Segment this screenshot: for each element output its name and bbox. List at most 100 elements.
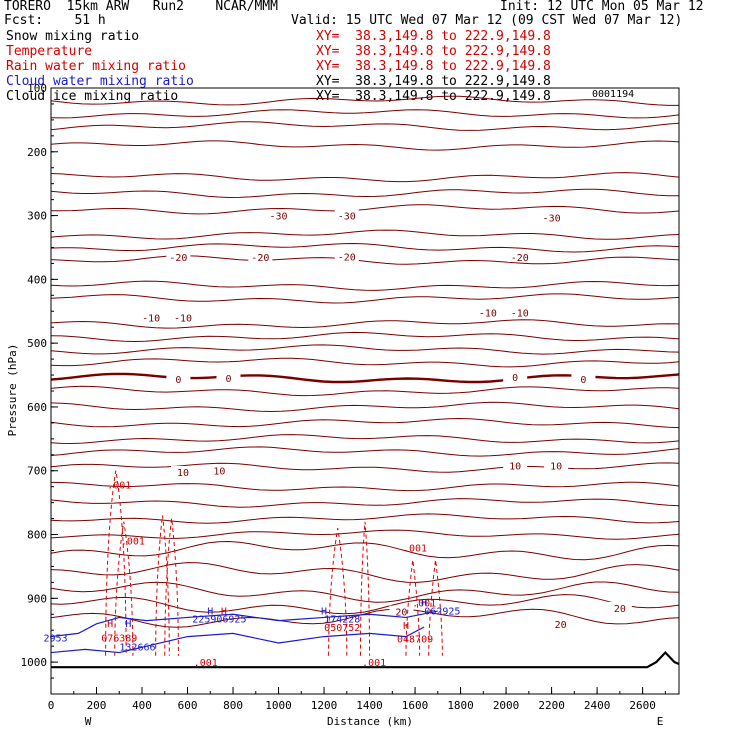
rain-label: 048709 [397, 634, 433, 645]
legend-temperature: Temperature [6, 44, 93, 59]
rain-label: .001 [107, 481, 131, 492]
cloud-water-label: 225906925 [192, 615, 246, 626]
rain-contour [164, 518, 179, 656]
isotherm-label: 0 [225, 374, 231, 385]
isotherm-label: 10 [550, 462, 562, 473]
legend-cloud-ice-xy: XY= 38.3,149.8 to 222.9,149.8 [316, 89, 551, 104]
isotherm-label: -30 [543, 213, 561, 224]
isotherm-line [50, 594, 680, 615]
rain-contours: .001 .001 .001 .001 .001 .001 076389 050752 0487… [101, 470, 443, 669]
y-tick-label: 100 [27, 82, 47, 95]
isotherm-label: -10 [479, 309, 497, 320]
isotherm-label: 20 [395, 608, 407, 619]
isotherm-line [50, 581, 680, 603]
isotherm-line [50, 540, 680, 561]
isotherm-label-bg [166, 372, 191, 384]
cloud-water-label: H [125, 619, 131, 630]
rain-label: 050752 [324, 623, 360, 634]
isotherm-label-bg [548, 617, 573, 629]
rain-label: H [221, 606, 227, 617]
cloud-water-label: 2953 [44, 634, 68, 645]
rain-label: .001 [194, 658, 218, 669]
isotherm-line [50, 242, 680, 253]
isotherm-label-bg [503, 459, 528, 471]
rain-label: 076389 [101, 634, 137, 645]
x-tick-label: 200 [87, 699, 107, 712]
isotherm-label-bg [207, 464, 232, 476]
isotherm-line [50, 498, 680, 508]
rain-label: H [107, 619, 113, 630]
isotherm-label: -10 [142, 314, 160, 325]
plot-id-tag: 0001194 [592, 89, 635, 100]
cloud-water-label: 174228 [324, 615, 360, 626]
isotherm-line [50, 357, 680, 368]
isotherm-label: 0 [175, 375, 181, 386]
y-tick-label: 500 [27, 337, 47, 350]
legend-cloud-ice: Cloud ice mixing ratio [6, 89, 179, 104]
x-tick-label: 2400 [584, 699, 611, 712]
x-tick-label: 2000 [493, 699, 520, 712]
isotherm-label-bg [170, 466, 195, 478]
isotherm-label-bg [166, 251, 191, 263]
isotherm-label: -20 [251, 253, 269, 264]
rain-contour [114, 521, 134, 656]
valid-time: Valid: 15 UTC Wed 07 Mar 12 (09 CST Wed … [291, 13, 683, 28]
rain-label: .001 [412, 599, 436, 610]
isotherm-label-bg [389, 605, 414, 617]
isotherm-label-bg [544, 459, 569, 471]
rain-contour [328, 528, 348, 656]
forecast-hour: Fcst: 51 h [4, 13, 106, 28]
isotherm-line [50, 188, 679, 199]
rain-label: .001 [403, 544, 427, 555]
rain-contour [359, 521, 371, 656]
cloud-water-contour [50, 610, 438, 638]
legend-cloud-water: Cloud water mixing ratio [6, 74, 194, 89]
isotherm-line [50, 255, 680, 265]
isotherm-line [50, 229, 680, 240]
isotherm-label: -20 [338, 252, 356, 263]
isotherm-line [50, 481, 680, 492]
isotherm-line [50, 109, 680, 119]
x-axis-label: Distance (km) [327, 715, 413, 728]
axes: 0 200 400 600 800 1000 1200 1400 1600 1800 2000 220… [21, 82, 666, 712]
isotherm-label: -30 [270, 212, 288, 223]
y-tick-label: 200 [27, 146, 47, 159]
y-tick-label: 700 [27, 465, 47, 478]
rain-label: H [403, 621, 409, 632]
y-tick-label: 900 [27, 592, 47, 605]
model-title: TORERO 15km ARW Run2 NCAR/MMM [4, 0, 278, 14]
isotherm-line [50, 121, 680, 131]
isotherm-label-bg [170, 311, 195, 323]
y-tick-label: 600 [27, 401, 47, 414]
isotherm-label: -10 [511, 309, 529, 320]
isotherm-line [50, 529, 680, 540]
temperature-contours: -30 -30 -30 -20 -20 -20 -20 -10 -10 -10 -10 0 0 0 0 10 1… [50, 95, 680, 631]
x-tick-label: 1200 [311, 699, 338, 712]
isotherm-line [50, 344, 680, 355]
isotherm-label-bg [539, 211, 564, 223]
isotherm-label-bg [503, 370, 528, 382]
isotherm-label-bg [571, 372, 596, 384]
isotherm-label: 0 [580, 375, 586, 386]
cloud-water-label: H [321, 606, 327, 617]
x-end-west: W [85, 715, 92, 728]
init-time: Init: 12 UTC Mon 05 Mar 12 [500, 0, 704, 14]
x-tick-label: 1400 [356, 699, 383, 712]
isotherm-label: 0 [512, 373, 518, 384]
isotherm-line [50, 417, 680, 429]
y-axis-label: Pressure (hPa) [6, 344, 19, 437]
isotherm-label: 20 [614, 604, 626, 615]
x-tick-label: 1800 [447, 699, 474, 712]
isotherm-label-bg [216, 372, 241, 384]
terrain-line [51, 650, 680, 669]
isotherm-line [50, 331, 680, 343]
isotherm-line [50, 140, 680, 151]
x-end-east: E [657, 715, 664, 728]
cloud-water-label: 132666 [119, 643, 155, 654]
isotherm-line [50, 319, 680, 329]
y-tick-label: 300 [27, 210, 47, 223]
y-tick-label: 800 [27, 529, 47, 542]
isotherm-line [50, 462, 680, 473]
isotherm-line [50, 172, 680, 183]
